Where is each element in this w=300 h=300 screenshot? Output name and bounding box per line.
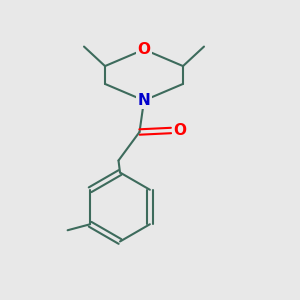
- Text: O: O: [173, 123, 186, 138]
- Text: N: N: [138, 93, 150, 108]
- Text: O: O: [137, 42, 151, 57]
